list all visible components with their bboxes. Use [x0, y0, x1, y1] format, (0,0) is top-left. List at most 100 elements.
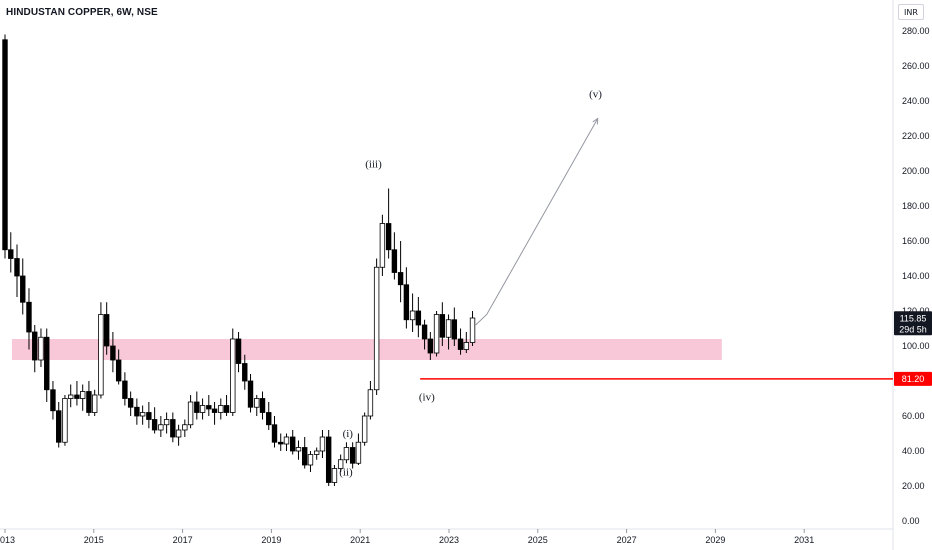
currency-button[interactable]: INR	[898, 4, 924, 20]
candle	[266, 412, 272, 426]
candle	[26, 301, 32, 333]
chart-title: HINDUSTAN COPPER, 6W, NSE	[6, 7, 158, 18]
candle	[349, 447, 356, 464]
y-tick-label: 200.00	[902, 166, 930, 176]
x-tick-label: 2019	[261, 535, 281, 545]
x-tick-label: 2027	[617, 535, 637, 545]
candle	[115, 359, 122, 382]
candle	[397, 272, 404, 286]
candle	[254, 398, 260, 408]
candle	[355, 441, 362, 464]
candle	[427, 338, 434, 354]
y-tick-label: 160.00	[902, 236, 930, 246]
y-tick-label: 20.00	[902, 481, 925, 491]
candle	[134, 406, 140, 417]
y-tick-label: 220.00	[902, 131, 930, 141]
x-tick-label: 2021	[350, 535, 370, 545]
y-tick-label: 120.00	[902, 306, 930, 316]
x-tick-label: 2017	[173, 535, 193, 545]
candle	[373, 266, 380, 391]
candle	[361, 415, 368, 443]
y-tick-label: 40.00	[902, 446, 925, 456]
candle	[68, 394, 74, 399]
x-tick-label: 2013	[0, 535, 15, 545]
candle	[110, 345, 116, 361]
candle	[469, 317, 476, 343]
candle	[403, 284, 410, 321]
y-tick-label: 280.00	[902, 26, 930, 36]
candle	[74, 394, 80, 399]
wave-label: (iii)	[365, 159, 382, 171]
candle	[56, 410, 62, 443]
projection-line[interactable]	[475, 118, 599, 326]
support-price-tag[interactable]	[894, 371, 932, 386]
candle	[230, 338, 236, 413]
x-tick-label: 2015	[84, 535, 104, 545]
candle	[182, 424, 188, 431]
candle	[163, 419, 170, 426]
current-price-value: 115.85	[900, 313, 927, 323]
candle	[80, 391, 86, 399]
candle	[2, 39, 8, 251]
candle	[170, 419, 176, 438]
candle	[103, 314, 110, 347]
candle	[199, 405, 206, 413]
candle	[151, 419, 158, 431]
candle	[38, 336, 44, 361]
candle	[98, 314, 104, 396]
y-tick-label: 0.00	[902, 516, 920, 526]
candle	[290, 436, 296, 452]
candle	[127, 398, 134, 408]
candle	[313, 450, 320, 455]
x-tick-label: 2025	[528, 535, 548, 545]
candle	[343, 447, 350, 461]
candle	[307, 454, 314, 466]
candle	[337, 459, 344, 469]
wave-label: (ii)	[339, 467, 353, 479]
bar-countdown: 29d 5h	[899, 324, 927, 334]
wave-label: (v)	[589, 89, 602, 101]
candle	[62, 398, 68, 443]
candle	[463, 342, 470, 350]
candle	[187, 401, 194, 426]
candle	[146, 412, 152, 420]
candle	[247, 380, 254, 408]
candle	[86, 391, 92, 413]
candle	[259, 398, 266, 413]
candle	[379, 223, 386, 268]
candle	[367, 389, 374, 417]
y-tick-label: 140.00	[902, 271, 930, 281]
candle	[175, 429, 182, 438]
candle	[235, 338, 242, 364]
candle	[91, 394, 98, 413]
candle	[331, 468, 338, 483]
candle	[8, 249, 14, 259]
support-price-value: 81.20	[902, 374, 925, 384]
wave-label: (i)	[343, 428, 354, 440]
x-tick-label: 2029	[705, 535, 725, 545]
candle	[44, 336, 50, 391]
current-price-tag[interactable]	[894, 311, 932, 336]
candle	[271, 424, 278, 443]
support-zone	[12, 339, 722, 360]
candle	[457, 338, 464, 350]
y-tick-label: 240.00	[902, 96, 930, 106]
candle	[421, 324, 428, 340]
wave-label: (iv)	[419, 391, 435, 403]
candle	[319, 436, 326, 452]
candle	[301, 447, 308, 466]
candle	[325, 436, 332, 483]
candle	[158, 424, 164, 431]
candle	[50, 389, 56, 412]
y-tick-label: 60.00	[902, 411, 925, 421]
candle	[223, 405, 230, 413]
candle	[451, 319, 458, 340]
candle	[194, 401, 200, 413]
candle	[283, 436, 290, 445]
candle	[278, 441, 284, 445]
candle	[122, 380, 128, 399]
candle	[295, 447, 302, 452]
y-tick-label: 100.00	[902, 341, 930, 351]
candle	[385, 223, 392, 251]
